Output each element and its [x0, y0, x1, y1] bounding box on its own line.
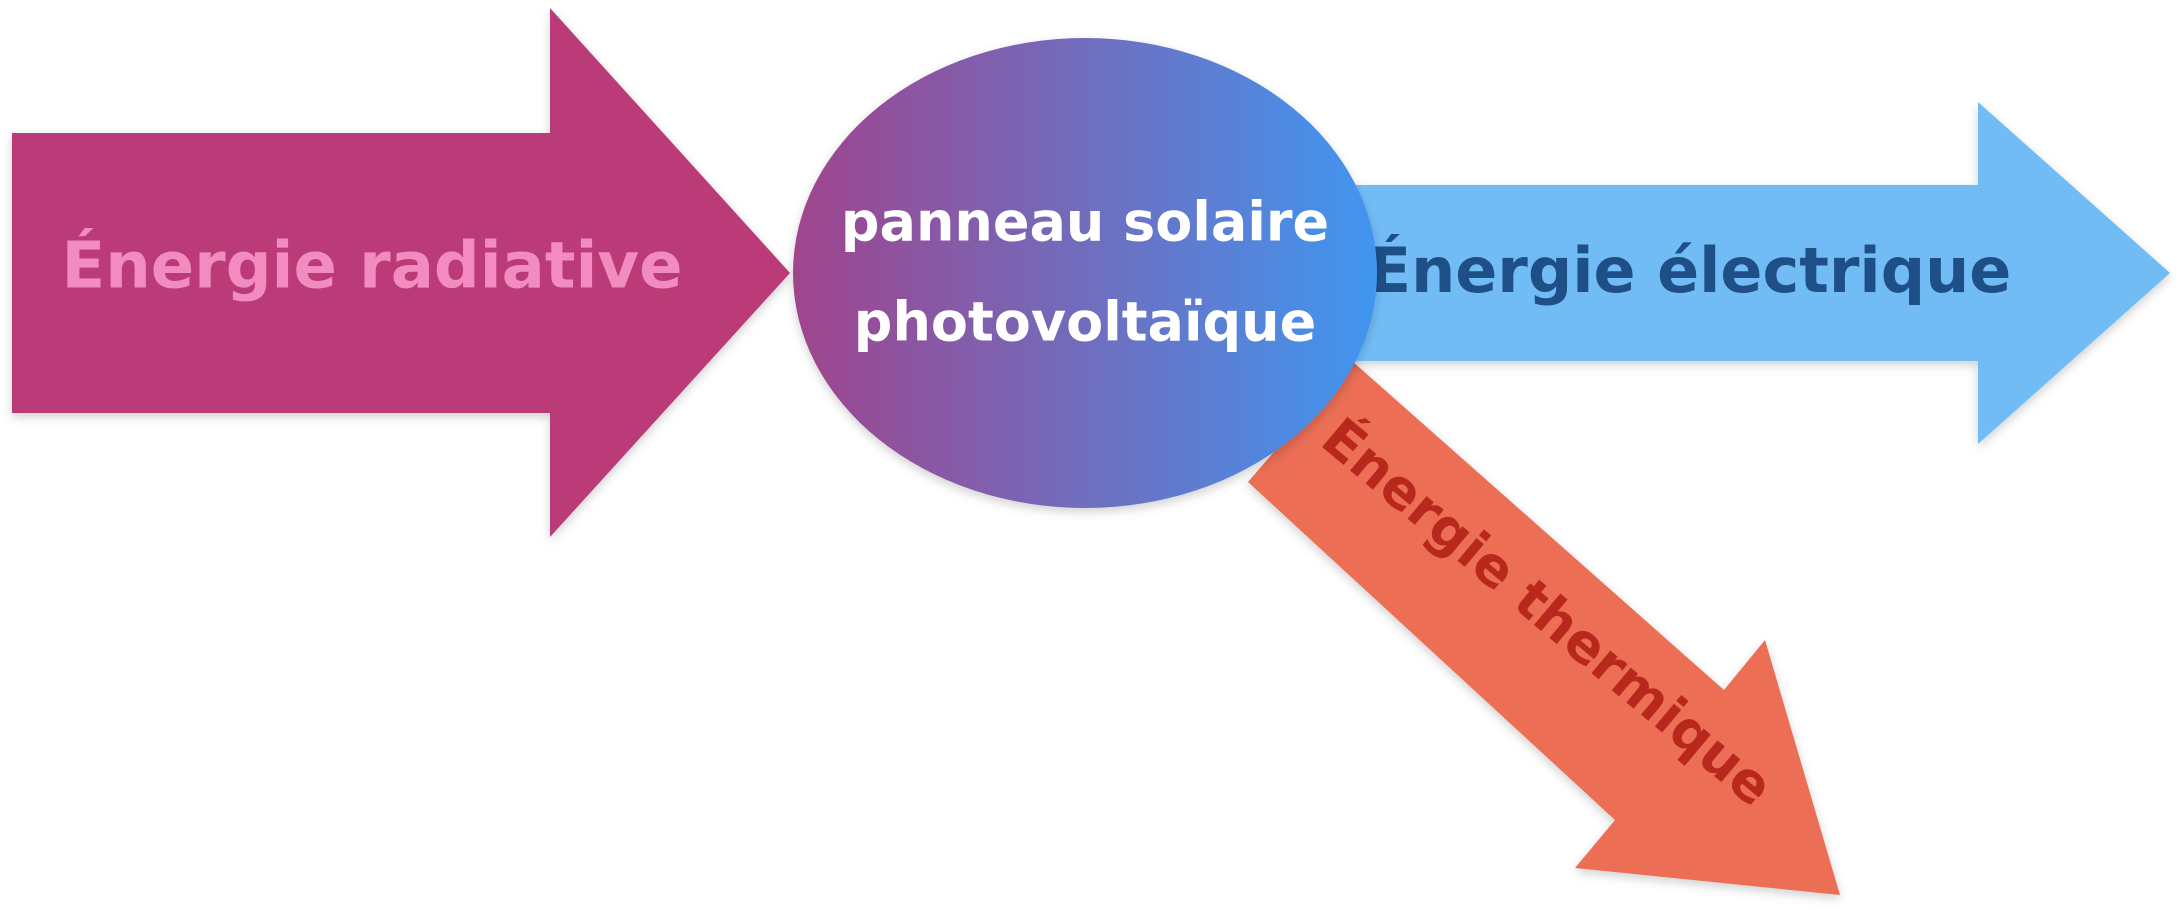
converter-ellipse	[793, 38, 1377, 508]
radiative-input-arrow: Énergie radiative	[12, 8, 790, 537]
solar-panel-converter: panneau solaire photovoltaïque	[793, 38, 1377, 508]
electric-arrow-shape	[1340, 102, 2170, 444]
thermal-arrow-shape	[1248, 361, 1840, 895]
radiative-energy-label: Énergie radiative	[61, 228, 682, 304]
radiative-arrow-shape	[12, 8, 790, 537]
converter-label-line1: panneau solaire	[841, 191, 1329, 254]
thermal-output-arrow: Énergie thermique	[1248, 361, 1840, 895]
converter-label-line2: photovoltaïque	[854, 291, 1316, 354]
electric-output-arrow: Énergie électrique	[1340, 102, 2170, 444]
electric-energy-label: Énergie électrique	[1369, 234, 2012, 307]
